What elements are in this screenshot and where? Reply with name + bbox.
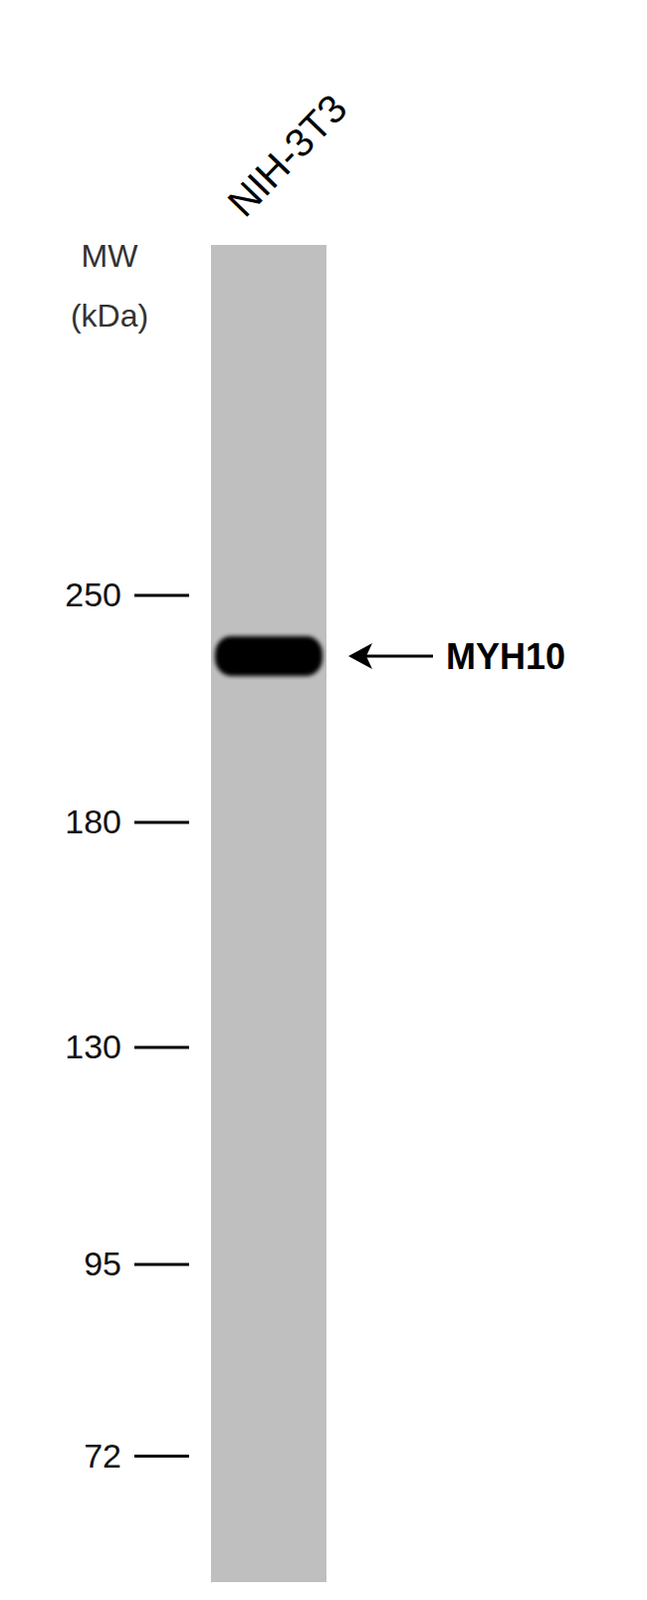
- blot-figure: 72 95 130 180 250 MW (kDa) NIH-3T3 MYH10: [0, 0, 647, 1600]
- tick-mark: [134, 1262, 190, 1266]
- tick-mark: [134, 593, 190, 597]
- tick: 130: [64, 1027, 212, 1066]
- tick-label: 180: [64, 802, 122, 841]
- band-label: MYH10: [445, 636, 566, 677]
- tick-mark: [134, 1046, 190, 1050]
- tick: 95: [83, 1244, 212, 1283]
- tick-mark: [134, 821, 190, 825]
- tick-label: 130: [64, 1027, 122, 1066]
- bands: [215, 636, 323, 676]
- y-axis: 72 95 130 180 250: [64, 245, 212, 1583]
- y-label: MW (kDa): [70, 237, 149, 334]
- arrow-head: [348, 643, 373, 669]
- tick-mark: [134, 1454, 190, 1458]
- lane-label: NIH-3T3: [218, 85, 356, 224]
- lane: [211, 244, 327, 1582]
- tick-label: 95: [83, 1244, 122, 1283]
- tick-label: 250: [64, 575, 122, 614]
- tick-marks: [134, 595, 190, 1456]
- tick-label: 72: [83, 1436, 122, 1475]
- y-label-line: (kDa): [70, 297, 149, 334]
- tick: 250: [64, 575, 212, 614]
- arrow-shaft: [358, 653, 433, 657]
- y-label-line: MW: [81, 237, 140, 274]
- axis-line: [211, 245, 213, 1583]
- tick: 180: [64, 802, 212, 841]
- band-annotation: MYH10: [348, 636, 566, 677]
- tick: 72: [83, 1436, 212, 1475]
- band: [215, 636, 323, 676]
